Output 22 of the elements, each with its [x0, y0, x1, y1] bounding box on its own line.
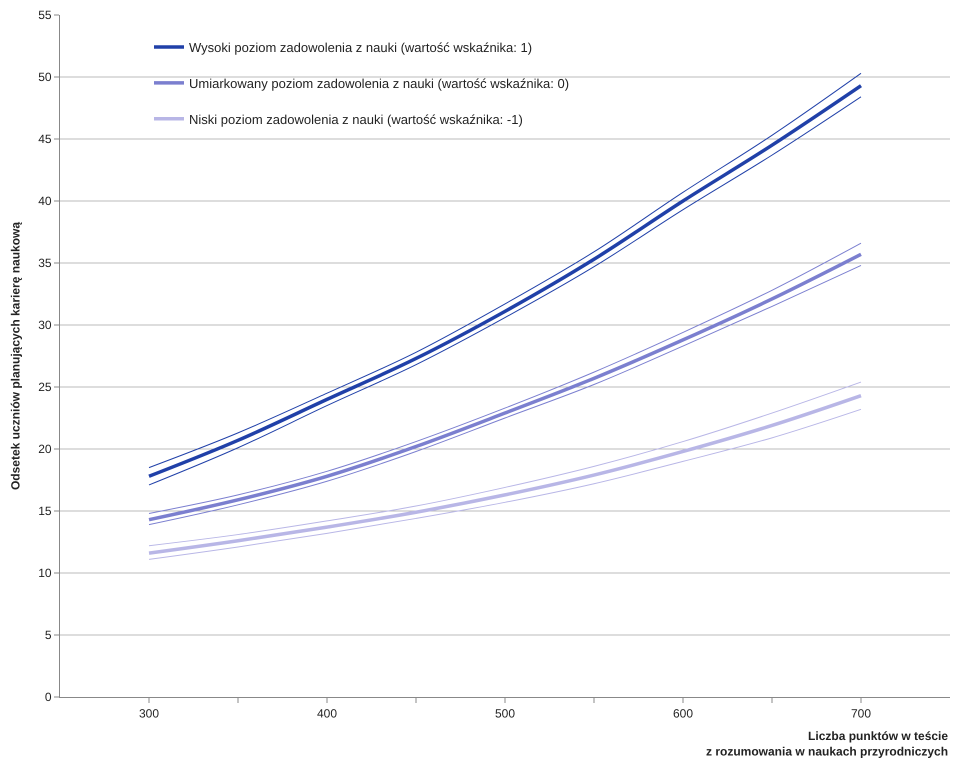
y-tick-label: 20	[38, 442, 52, 456]
legend-label: Umiarkowany poziom zadowolenia z nauki (wartość wskaźnika: 0)	[189, 76, 570, 91]
x-tick-label: 500	[494, 706, 516, 720]
y-tick-label: 25	[38, 380, 52, 394]
y-tick-label: 30	[38, 318, 52, 332]
y-tick-label: 40	[38, 194, 52, 208]
x-tick-label: 700	[850, 706, 872, 720]
y-tick-label: 10	[38, 566, 52, 580]
x-axis-title: Liczba punktów w teście z rozumowania w naukach przyrodniczych	[706, 729, 948, 759]
x-tick-label: 300	[138, 706, 160, 720]
x-tick-label: 400	[316, 706, 338, 720]
legend-label: Wysoki poziom zadowolenia z nauki (wartość wskaźnika: 1)	[189, 40, 532, 56]
y-axis-title: Odsetek uczniów planujących karierę naukową	[8, 222, 23, 490]
x-tick-label: 600	[672, 706, 694, 720]
legend-label: Niski poziom zadowolenia z nauki (wartość wskaźnika: -1)	[189, 112, 523, 127]
y-tick-label: 45	[38, 132, 52, 146]
y-tick-label: 15	[38, 504, 52, 518]
y-tick-label: 0	[44, 690, 52, 704]
y-tick-label: 55	[38, 8, 52, 22]
y-tick-label: 35	[38, 256, 52, 270]
y-tick-label: 50	[38, 70, 52, 84]
y-tick-label: 5	[44, 628, 52, 642]
